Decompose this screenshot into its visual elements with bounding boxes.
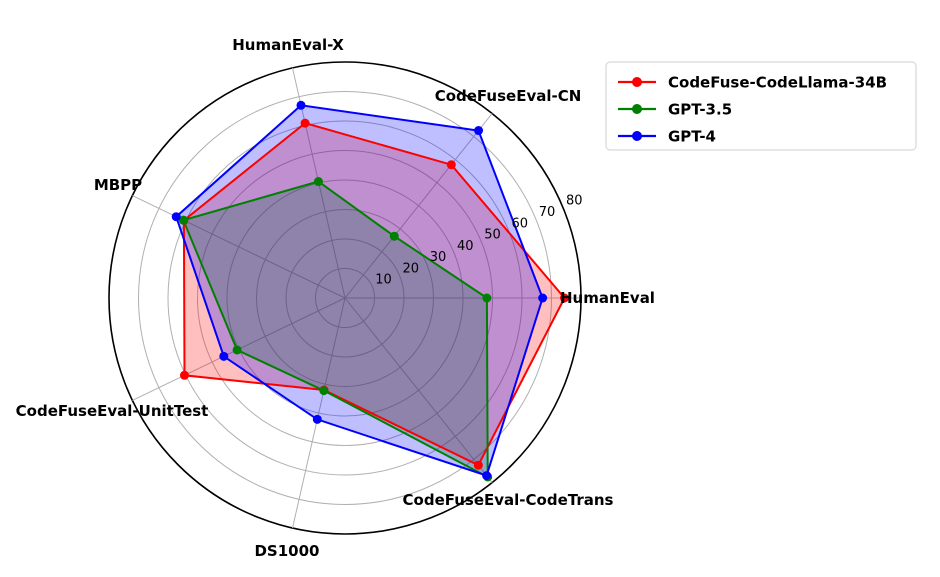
data-point	[482, 471, 492, 481]
axis-label: HumanEval-X	[232, 36, 344, 54]
series-points	[171, 100, 569, 482]
data-point	[474, 126, 484, 136]
legend-label: GPT-4	[668, 128, 716, 146]
grid-spoke	[132, 195, 346, 299]
legend: CodeFuse-CodeLlama-34B GPT-3.5 GPT-4	[605, 61, 917, 151]
legend-swatch-marker	[632, 104, 642, 114]
data-point	[473, 460, 483, 470]
grid-spoke	[344, 113, 493, 299]
data-point	[389, 231, 399, 241]
data-point	[312, 414, 322, 424]
series-fill	[176, 105, 543, 476]
grid-spoke	[291, 297, 346, 529]
data-point	[171, 212, 181, 222]
tick-label: 80	[566, 194, 583, 209]
series-fills	[176, 105, 565, 477]
axis-label: CodeFuseEval-UnitTest	[16, 402, 209, 420]
legend-box	[605, 61, 917, 151]
data-point	[559, 293, 569, 303]
legend-label: GPT-3.5	[668, 101, 732, 119]
tick-label: 10	[375, 273, 392, 288]
axis-label: DS1000	[254, 542, 319, 560]
series-line	[182, 180, 489, 479]
series-line	[175, 104, 544, 477]
data-point	[296, 100, 306, 110]
tick-label: 60	[512, 216, 529, 231]
data-point	[313, 177, 323, 187]
legend-swatch-marker	[632, 131, 642, 141]
axis-label: CodeFuseEval-CN	[435, 87, 582, 105]
tick-label: 70	[539, 205, 556, 220]
data-point	[482, 293, 492, 303]
axis-label: HumanEval	[560, 289, 655, 307]
axis-label: CodeFuseEval-CodeTrans	[403, 491, 614, 509]
series-lines	[175, 104, 566, 479]
axis-labels: HumanEval CodeFuseEval-CN HumanEval-X MBPP C…	[16, 36, 655, 560]
series-line	[182, 121, 566, 467]
tick-label: 30	[430, 250, 447, 265]
tick-label: 40	[457, 239, 474, 254]
data-point	[179, 370, 189, 380]
grid-spoke	[344, 297, 493, 483]
data-point	[319, 386, 329, 396]
series-fill	[183, 123, 565, 466]
data-point	[232, 345, 242, 355]
tick-label: 50	[484, 228, 501, 243]
radial-tick-labels: 10 20 30 40 50 60 70 80	[375, 194, 582, 288]
data-point	[300, 118, 310, 128]
series-fill	[183, 181, 488, 477]
axis-label: MBPP	[94, 176, 142, 194]
data-point	[178, 215, 188, 225]
legend-swatch-marker	[632, 77, 642, 87]
data-point	[446, 160, 456, 170]
tick-label: 20	[403, 261, 420, 276]
legend-label: CodeFuse-CodeLlama-34B	[668, 74, 887, 92]
data-point	[538, 293, 548, 303]
data-point	[219, 351, 229, 361]
